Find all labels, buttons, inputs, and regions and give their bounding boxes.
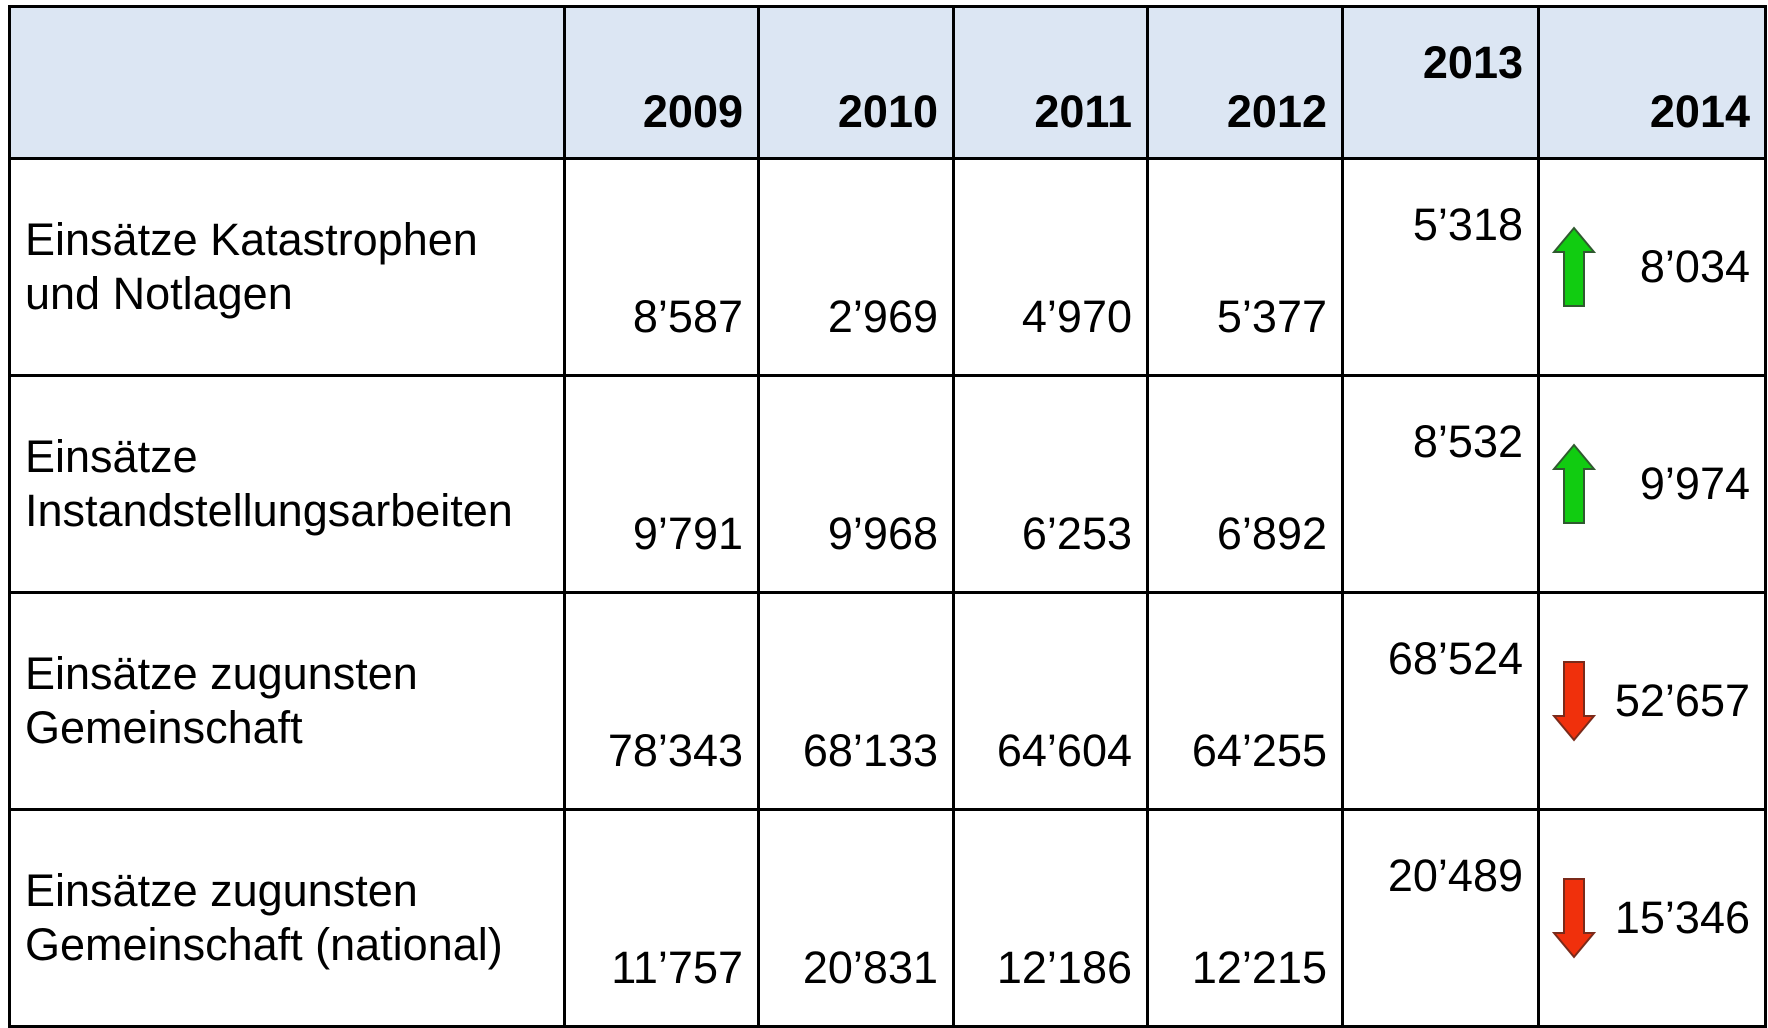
value-text: 15’346 xyxy=(1614,892,1750,943)
value-text: 8’587 xyxy=(632,291,743,342)
value-cell: 6’892 xyxy=(1146,374,1344,594)
value-text: 68’524 xyxy=(1387,633,1523,684)
value-cell: 78’343 xyxy=(563,591,760,811)
value-cell: 15’346 xyxy=(1537,808,1767,1028)
value-cell: 9’791 xyxy=(563,374,760,594)
value-text: 68’133 xyxy=(802,725,938,776)
value-cell: 5’377 xyxy=(1146,157,1344,377)
row-label-cell: Einsätze Katastrophen und Notlagen xyxy=(8,157,566,377)
value-cell: 8’034 xyxy=(1537,157,1767,377)
arrow-shape xyxy=(1552,661,1596,742)
header-text: 2014 xyxy=(1649,86,1750,137)
value-text: 2’969 xyxy=(827,291,938,342)
row-label-cell: Einsätze Instandstellungsarbeiten xyxy=(8,374,566,594)
value-text: 9’968 xyxy=(827,508,938,559)
trend-arrow-up xyxy=(1552,226,1596,307)
value-cell: 5’318 xyxy=(1341,157,1540,377)
row-label: Einsätze zugunsten Gemeinschaft (nationa… xyxy=(25,865,503,970)
value-text: 64’604 xyxy=(996,725,1132,776)
data-row: Einsätze zugunsten Gemeinschaft (nationa… xyxy=(8,808,1767,1028)
value-cell: 20’831 xyxy=(757,808,955,1028)
value-cell: 9’974 xyxy=(1537,374,1767,594)
row-label-cell: Einsätze zugunsten Gemeinschaft xyxy=(8,591,566,811)
value-text: 8’034 xyxy=(1639,241,1750,292)
data-row: Einsätze Instandstellungsarbeiten 9’791 9’… xyxy=(8,374,1767,594)
value-text: 12’215 xyxy=(1191,942,1327,993)
value-cell: 20’489 xyxy=(1341,808,1540,1028)
value-text: 5’318 xyxy=(1412,199,1523,250)
value-cell: 68’133 xyxy=(757,591,955,811)
header-text: 2012 xyxy=(1226,86,1327,137)
header-cell: 2012 xyxy=(1146,5,1344,160)
row-label: Einsätze Instandstellungsarbeiten xyxy=(25,431,513,536)
header-cell xyxy=(8,5,566,160)
value-cell: 8’532 xyxy=(1341,374,1540,594)
header-text: 2009 xyxy=(642,86,743,137)
value-text: 78’343 xyxy=(607,725,743,776)
value-cell: 12’215 xyxy=(1146,808,1344,1028)
value-cell: 12’186 xyxy=(952,808,1149,1028)
value-cell: 64’255 xyxy=(1146,591,1344,811)
row-label-cell: Einsätze zugunsten Gemeinschaft (nationa… xyxy=(8,808,566,1028)
value-text: 64’255 xyxy=(1191,725,1327,776)
arrow-shape xyxy=(1552,226,1596,307)
value-text: 5’377 xyxy=(1216,291,1327,342)
value-text: 4’970 xyxy=(1021,291,1132,342)
data-row: Einsätze zugunsten Gemeinschaft 78’343 68’… xyxy=(8,591,1767,811)
header-text: 2010 xyxy=(837,86,938,137)
value-cell: 9’968 xyxy=(757,374,955,594)
value-text: 9’791 xyxy=(632,508,743,559)
trend-arrow-down xyxy=(1552,661,1596,742)
page: 2009 2010 2011 2012 2013 2014 Einsätze Katastr… xyxy=(8,5,1767,1028)
data-table: 2009 2010 2011 2012 2013 2014 Einsätze Katastr… xyxy=(8,5,1767,1028)
trend-arrow-up xyxy=(1552,443,1596,524)
table-body: 2009 2010 2011 2012 2013 2014 Einsätze Katastr… xyxy=(8,5,1767,1028)
header-cell: 2010 xyxy=(757,5,955,160)
data-row: Einsätze Katastrophen und Notlagen 8’587 2… xyxy=(8,157,1767,377)
value-text: 11’757 xyxy=(611,942,743,993)
header-cell: 2011 xyxy=(952,5,1149,160)
header-cell: 2013 xyxy=(1341,5,1540,160)
value-text: 8’532 xyxy=(1412,416,1523,467)
value-text: 12’186 xyxy=(996,942,1132,993)
arrow-shape xyxy=(1552,443,1596,524)
row-label: Einsätze zugunsten Gemeinschaft xyxy=(25,648,418,753)
row-label: Einsätze Katastrophen und Notlagen xyxy=(25,214,478,319)
value-text: 20’489 xyxy=(1387,850,1523,901)
arrow-shape xyxy=(1552,878,1596,959)
value-cell: 6’253 xyxy=(952,374,1149,594)
header-cell: 2014 xyxy=(1537,5,1767,160)
value-text: 52’657 xyxy=(1614,675,1750,726)
value-cell: 2’969 xyxy=(757,157,955,377)
header-text: 2011 xyxy=(1034,86,1132,137)
trend-arrow-down xyxy=(1552,878,1596,959)
value-text: 9’974 xyxy=(1639,458,1750,509)
value-cell: 4’970 xyxy=(952,157,1149,377)
value-cell: 11’757 xyxy=(563,808,760,1028)
header-text: 2013 xyxy=(1422,37,1523,88)
value-cell: 68’524 xyxy=(1341,591,1540,811)
value-cell: 64’604 xyxy=(952,591,1149,811)
header-row: 2009 2010 2011 2012 2013 2014 xyxy=(8,5,1767,160)
value-cell: 8’587 xyxy=(563,157,760,377)
value-cell: 52’657 xyxy=(1537,591,1767,811)
value-text: 6’253 xyxy=(1021,508,1132,559)
value-text: 20’831 xyxy=(802,942,938,993)
header-cell: 2009 xyxy=(563,5,760,160)
value-text: 6’892 xyxy=(1216,508,1327,559)
